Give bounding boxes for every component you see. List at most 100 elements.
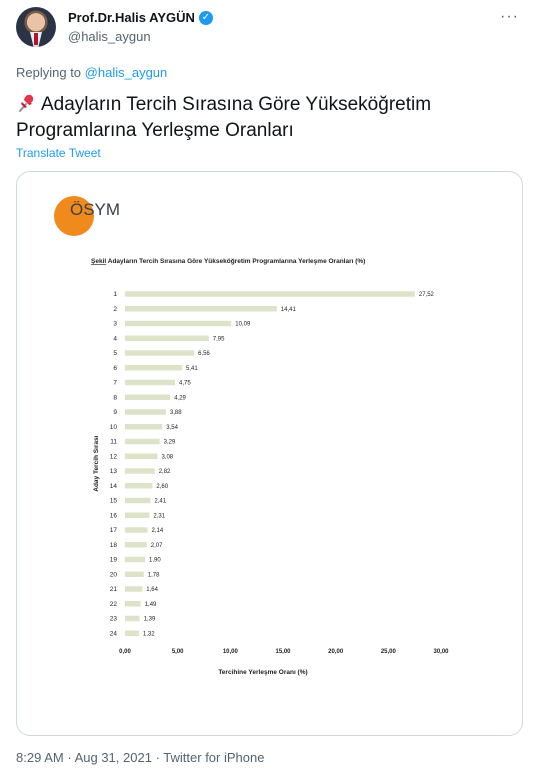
y-axis-label: Aday Tercih Sırası	[93, 435, 100, 491]
value-label: 2,31	[153, 513, 165, 519]
category-label: 7	[113, 380, 117, 387]
x-tick-label: 20,00	[328, 649, 344, 655]
x-axis-label: Tercihine Yerleşme Oranı (%)	[218, 669, 307, 676]
value-label: 14,41	[281, 307, 297, 313]
bar	[125, 291, 415, 297]
category-label: 22	[110, 601, 118, 608]
tweet-meta: 8:29 AM · Aug 31, 2021 · Twitter for iPh…	[16, 750, 264, 765]
category-label: 4	[113, 335, 117, 342]
category-label: 20	[110, 571, 118, 578]
category-label: 13	[110, 468, 118, 475]
bar	[125, 468, 155, 474]
tweet-body: Adayların Tercih Sırasına Göre Yükseköğr…	[16, 94, 432, 141]
x-tick-label: 0,00	[119, 649, 131, 655]
author-name[interactable]: Prof.Dr.Halis AYGÜN	[68, 10, 195, 25]
category-label: 18	[110, 542, 118, 549]
value-label: 4,75	[179, 381, 191, 387]
tweet-source[interactable]: Twitter for iPhone	[163, 750, 265, 765]
bar	[125, 542, 147, 548]
replying-to-link[interactable]: @halis_aygun	[84, 65, 168, 80]
bar	[125, 601, 141, 607]
tweet-date[interactable]: Aug 31, 2021	[74, 750, 152, 765]
author-handle[interactable]: @halis_aygun	[68, 29, 151, 44]
value-label: 1,78	[148, 572, 160, 578]
bar	[125, 306, 277, 312]
category-label: 14	[110, 483, 118, 490]
category-label: 8	[113, 394, 117, 401]
category-label: 10	[110, 424, 118, 431]
bar	[125, 320, 232, 327]
bar	[125, 365, 182, 371]
author-name-row[interactable]: Prof.Dr.Halis AYGÜN ✓	[68, 10, 213, 25]
avatar-tie	[34, 33, 38, 45]
bar	[125, 438, 160, 445]
avatar[interactable]	[16, 7, 56, 47]
x-tick-label: 10,00	[223, 649, 239, 655]
category-label: 19	[110, 557, 118, 564]
replying-to-prefix: Replying to	[16, 65, 82, 80]
chart-caption-rest: Adayların Tercih Sırasına Göre Yükseköğr…	[106, 258, 365, 265]
value-label: 2,82	[159, 469, 171, 475]
value-label: 1,64	[146, 587, 158, 593]
value-label: 4,29	[174, 395, 186, 401]
x-tick-label: 15,00	[275, 649, 291, 655]
value-label: 1,32	[143, 631, 155, 637]
category-label: 21	[110, 586, 118, 593]
tweet-time[interactable]: 8:29 AM	[16, 750, 64, 765]
category-label: 3	[113, 321, 117, 328]
value-label: 3,29	[164, 440, 176, 446]
bar	[125, 394, 171, 400]
bar	[125, 424, 163, 430]
bar	[125, 586, 143, 592]
value-label: 1,49	[145, 602, 157, 608]
x-tick-label: 30,00	[433, 649, 449, 655]
bar	[125, 630, 139, 636]
tweet-image[interactable]: ÖSYM Şekil Adayların Tercih Sırasına Gör…	[16, 171, 523, 736]
value-label: 3,08	[161, 454, 173, 460]
value-label: 2,41	[154, 499, 166, 505]
bar	[125, 527, 148, 533]
bar	[125, 335, 209, 341]
value-label: 7,95	[213, 336, 225, 342]
bar	[125, 483, 153, 489]
bar	[125, 379, 176, 386]
category-label: 12	[110, 453, 118, 460]
x-tick-label: 25,00	[381, 649, 397, 655]
bar	[125, 571, 144, 577]
value-label: 27,52	[419, 292, 435, 298]
x-tick-label: 5,00	[172, 649, 184, 655]
value-label: 2,60	[156, 484, 168, 490]
meta-separator-1: ·	[67, 750, 72, 765]
osym-logo-text: ÖSYM	[70, 200, 120, 219]
value-label: 2,14	[152, 528, 164, 534]
bar	[125, 350, 195, 356]
bar	[125, 497, 151, 504]
replying-to: Replying to @halis_aygun	[16, 65, 167, 80]
chart-svg: ÖSYM Şekil Adayların Tercih Sırasına Gör…	[54, 196, 449, 676]
osym-logo-circle	[54, 196, 94, 236]
bar	[125, 453, 158, 459]
value-label: 1,39	[144, 617, 156, 623]
more-options-icon[interactable]: ···	[500, 8, 519, 25]
translate-tweet-link[interactable]: Translate Tweet	[16, 146, 101, 160]
category-label: 17	[110, 527, 118, 534]
value-label: 10,09	[235, 322, 251, 328]
category-label: 11	[110, 439, 117, 446]
value-label: 1,90	[149, 558, 161, 564]
category-label: 9	[113, 409, 117, 416]
category-label: 15	[110, 498, 118, 505]
category-label: 23	[110, 616, 118, 623]
value-label: 5,41	[186, 366, 198, 372]
category-label: 6	[113, 365, 117, 372]
x-axis: 0,00 5,00 10,00 15,00 20,00 25,00 30,00	[119, 649, 449, 655]
bars-group: 1 27,52 2 14,41 3 10,09 4 7,95 5 6,56 6 5,41 7 4,75 8 4…	[110, 291, 435, 637]
category-label: 24	[110, 630, 118, 637]
category-label: 16	[110, 512, 118, 519]
bar	[125, 556, 146, 563]
value-label: 2,07	[151, 543, 163, 549]
meta-separator-2: ·	[155, 750, 160, 765]
bar	[125, 512, 150, 518]
tweet-text: Adayların Tercih Sırasına Göre Yükseköğr…	[16, 92, 496, 144]
value-label: 3,54	[166, 425, 178, 431]
bar	[125, 615, 140, 622]
